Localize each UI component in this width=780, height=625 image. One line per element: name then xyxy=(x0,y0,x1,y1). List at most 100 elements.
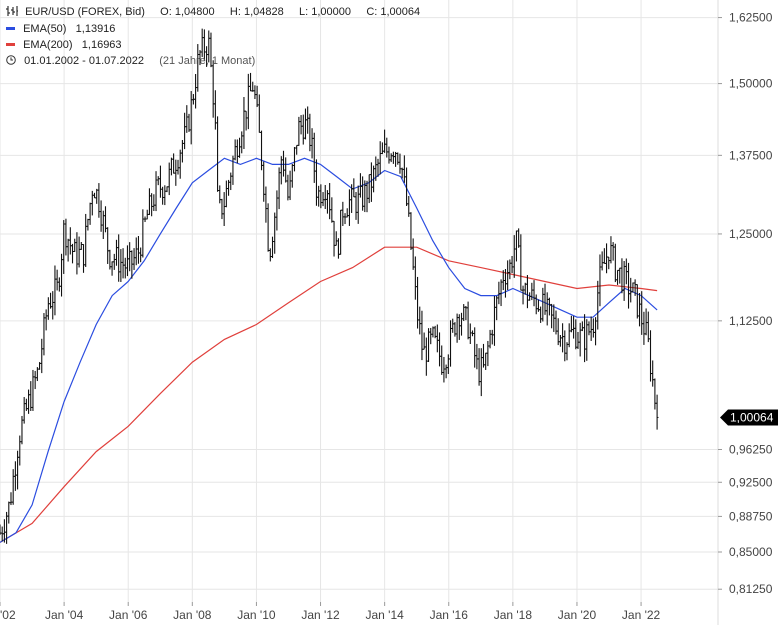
ohlc-bar xyxy=(556,318,560,346)
ohlc-bars-icon xyxy=(6,6,18,17)
ohlc-bar xyxy=(321,192,325,207)
x-tick-label: Jan '08 xyxy=(173,608,212,622)
ohlc-bar xyxy=(616,269,619,285)
ohlc-bar xyxy=(378,141,382,175)
ohlc-bar xyxy=(64,218,68,256)
ohlc-bar xyxy=(301,114,305,145)
ohlc-bar xyxy=(194,74,197,109)
ohlc-bar xyxy=(79,241,83,250)
legend-ema50[interactable]: EMA(50) 1,13916 xyxy=(6,22,115,36)
clock-icon xyxy=(6,55,16,65)
ohlc-bar xyxy=(330,197,334,223)
ohlc-bar xyxy=(40,338,44,374)
ohlc-open: O: 1,04800 xyxy=(160,6,215,18)
ema50-swatch xyxy=(6,26,15,30)
ohlc-bar xyxy=(257,94,261,133)
ohlc-bar xyxy=(152,194,156,211)
ohlc-bar xyxy=(53,265,57,316)
ohlc-bar xyxy=(66,238,70,262)
ohlc-bar xyxy=(13,461,17,491)
ohlc-bar xyxy=(482,343,485,368)
ohlc-bar xyxy=(150,193,154,217)
ohlc-bar xyxy=(521,285,525,305)
legend-ema200[interactable]: EMA(200) 1,16963 xyxy=(6,38,122,52)
ohlc-bar xyxy=(317,185,321,207)
ohlc-bar xyxy=(484,352,488,370)
ohlc-bar xyxy=(216,116,219,192)
ohlc-bar xyxy=(323,185,327,210)
date-span: (21 Jahre, 1 Monat) xyxy=(159,55,256,67)
y-tick-label: 0,88750 xyxy=(729,509,773,523)
ohlc-bar xyxy=(427,328,430,362)
ohlc-bar xyxy=(112,253,116,270)
ohlc-bar xyxy=(90,190,94,216)
ohlc-bar xyxy=(57,277,61,292)
ohlc-bar xyxy=(602,248,606,264)
ohlc-bar xyxy=(55,269,59,291)
ohlc-bar xyxy=(172,153,176,174)
ohlc-bar xyxy=(99,200,103,232)
ohlc-bar xyxy=(137,236,140,264)
ohlc-bar xyxy=(244,110,248,131)
ohlc-bar xyxy=(154,171,158,212)
ohlc-bar xyxy=(315,159,318,206)
ohlc-bar xyxy=(27,389,30,414)
ohlc-bar xyxy=(86,218,90,231)
ohlc-bar xyxy=(268,248,272,262)
ohlc-bar xyxy=(429,327,433,345)
ohlc-bar xyxy=(101,210,105,239)
ohlc-bar xyxy=(71,243,74,264)
last-price-tag xyxy=(720,409,778,426)
ema200-value: 1,16963 xyxy=(81,39,122,51)
ohlc-bar xyxy=(444,364,448,379)
ohlc-bar xyxy=(262,161,266,202)
ohlc-bar xyxy=(596,280,600,330)
ohlc-bar xyxy=(174,159,178,186)
ohlc-bar xyxy=(644,308,648,336)
y-axis: 1,62500 1,50000 1,37500 1,25000 1,12500 0,962… xyxy=(717,0,773,625)
ohlc-bar xyxy=(246,73,250,130)
ohlc-bar xyxy=(73,238,77,253)
ohlc-bar xyxy=(365,180,369,213)
ohlc-bar xyxy=(488,329,492,349)
ohlc-bar xyxy=(16,450,19,490)
ohlc-bar xyxy=(587,321,591,336)
x-tick-label: Jan '14 xyxy=(365,608,404,622)
ohlc-bar xyxy=(31,369,35,411)
ohlc-bar xyxy=(253,85,257,100)
ohlc-bar xyxy=(567,323,571,348)
ohlc-bar xyxy=(77,236,81,268)
ohlc-bar xyxy=(121,248,125,279)
ohlc-bar xyxy=(242,97,246,149)
ohlc-bar xyxy=(339,209,343,255)
ohlc-bar xyxy=(284,157,288,183)
y-tick-label: 1,50000 xyxy=(729,77,773,91)
ohlc-bar xyxy=(231,155,235,185)
ohlc-bar xyxy=(563,330,567,362)
date-range: 01.01.2002 - 01.07.2022 xyxy=(24,55,144,67)
ohlc-bar xyxy=(97,183,101,218)
ohlc-bar xyxy=(224,180,228,208)
ohlc-bar xyxy=(211,60,215,118)
ohlc-bar xyxy=(277,167,281,210)
ohlc-bar xyxy=(559,334,562,347)
ohlc-bar xyxy=(328,183,332,220)
ohlc-bar xyxy=(200,28,204,57)
ohlc-bar xyxy=(271,236,274,259)
header-instrument-row: EUR/USD (FOREX, Bid) O: 1,04800 H: 1,048… xyxy=(6,5,420,19)
ohlc-bar xyxy=(572,316,575,339)
ohlc-bar xyxy=(407,195,411,217)
ohlc-bar xyxy=(367,174,371,204)
ohlc-bar xyxy=(477,348,481,386)
ohlc-bar xyxy=(279,156,283,185)
ohlc-bar xyxy=(178,149,182,179)
ohlc-bar xyxy=(578,322,582,357)
ohlc-bar xyxy=(479,348,483,397)
ohlc-bar xyxy=(229,172,233,191)
ohlc-bar xyxy=(249,72,252,92)
ohlc-bar xyxy=(446,354,450,375)
ohlc-bar xyxy=(565,342,569,361)
ohlc-bar xyxy=(233,139,237,161)
ohlc-bar xyxy=(51,291,55,320)
